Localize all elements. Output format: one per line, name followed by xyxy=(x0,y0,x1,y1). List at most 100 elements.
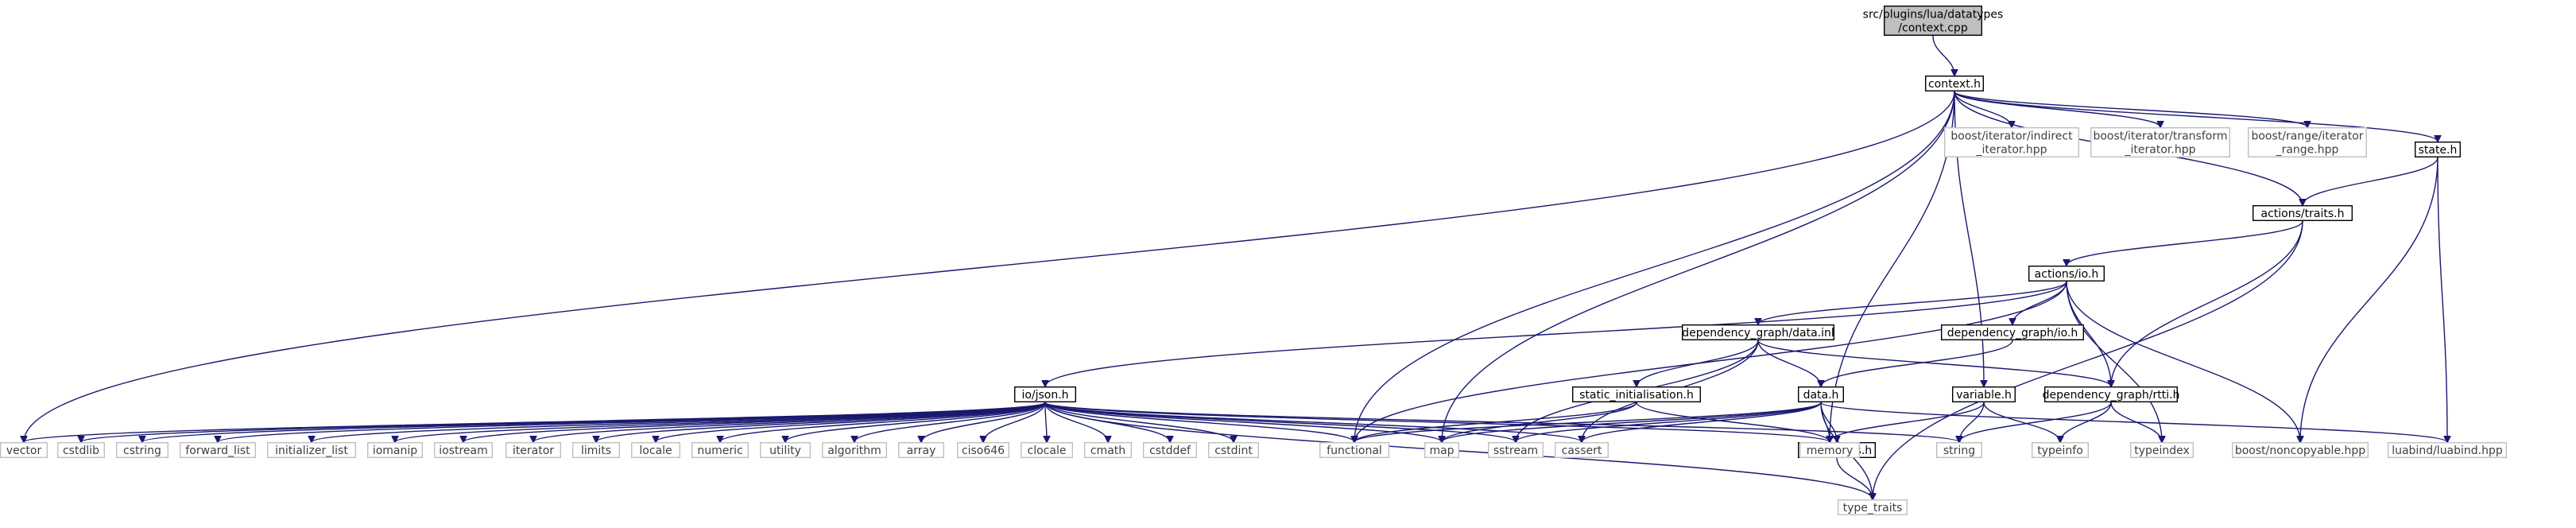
node-label: cstdlib xyxy=(63,445,99,457)
edge-actions-io-h-to-dg-data-inl xyxy=(1758,281,2067,324)
node-label: boost/iterator/indirect xyxy=(1950,130,2073,143)
node-label: static_initialisation.h xyxy=(1579,389,1694,402)
edge-io-json-h-to-numeric xyxy=(720,402,1046,442)
node-box xyxy=(2090,126,2230,157)
node-box xyxy=(2247,126,2367,157)
edge-actions-io-h-to-typeindex xyxy=(2066,281,2162,442)
node-actions-io-h[interactable]: actions/io.h xyxy=(2028,266,2105,282)
node-label: clocale xyxy=(1028,445,1067,457)
node-box xyxy=(267,442,357,459)
node-dg-rtti-h[interactable]: dependency_graph/rtti.h xyxy=(2043,386,2180,403)
node-box xyxy=(56,442,105,459)
edge-data-h-to-cassert xyxy=(1582,402,1822,442)
node-box xyxy=(1142,442,1197,459)
node-label: forward_list xyxy=(185,445,250,457)
edge-actions-io-h-to-io-json-h xyxy=(1045,281,2067,386)
node-vector: vector xyxy=(0,442,48,459)
node-ciso646: ciso646 xyxy=(956,442,1009,459)
node-box xyxy=(0,442,48,459)
edge-state-h-to-actions-traits-h xyxy=(2303,157,2438,205)
node-data-h[interactable]: data.h xyxy=(1797,386,1844,403)
node-label: cstddef xyxy=(1149,445,1191,457)
node-box xyxy=(1487,442,1544,459)
node-label: src/plugins/lua/datatypes xyxy=(1863,9,2004,21)
edge-io-json-h-to-utility xyxy=(785,402,1046,442)
node-dg-io-h[interactable]: dependency_graph/io.h xyxy=(1940,324,2084,341)
node-box xyxy=(115,442,169,459)
node-algorithm: algorithm xyxy=(821,442,887,459)
node-label: functional xyxy=(1327,445,1382,457)
edge-context-h-to-functional xyxy=(1354,91,1955,442)
node-actions-traits-h[interactable]: actions/traits.h xyxy=(2252,205,2353,222)
edge-actions-traits-h-to-actions-io-h xyxy=(2067,220,2303,266)
node-label: vector xyxy=(6,445,42,457)
node-label: memory xyxy=(1807,445,1854,457)
node-box xyxy=(1013,386,1076,403)
edge-context-h-to-iterator-range xyxy=(1954,91,2307,127)
node-cstddef: cstddef xyxy=(1142,442,1197,459)
node-label: actions/io.h xyxy=(2035,268,2099,281)
node-label: dependency_graph/rtti.h xyxy=(2043,389,2180,402)
node-noncopyable: boost/noncopyable.hpp xyxy=(2231,442,2369,459)
node-label: cstdint xyxy=(1214,445,1253,457)
node-variable-h[interactable]: variable.h xyxy=(1951,386,2016,403)
node-label: iostream xyxy=(439,445,488,457)
node-label: /context.cpp xyxy=(1898,22,1968,35)
edge-static-init-h-to-map xyxy=(1442,402,1637,442)
edge-context-cpp-to-context-h xyxy=(1932,35,1954,76)
node-label: algorithm xyxy=(827,445,881,457)
edge-io-json-h-to-functional xyxy=(1044,402,1354,442)
node-box xyxy=(506,442,562,459)
node-box xyxy=(2031,442,2089,459)
node-label: luabind/luabind.hpp xyxy=(2392,445,2503,457)
edge-io-json-h-to-clocale xyxy=(1045,402,1047,442)
node-indirect-iterator: boost/iterator/indirect_iterator.hpp xyxy=(1943,126,2079,157)
node-label: _range.hpp xyxy=(2276,144,2339,157)
edge-context-h-to-vector xyxy=(24,91,1955,442)
edge-actions-traits-h-to-type-traits xyxy=(1873,220,2303,499)
node-static-init-h[interactable]: static_initialisation.h xyxy=(1571,386,1701,403)
node-box xyxy=(179,442,256,459)
node-io-json-h[interactable]: io/json.h xyxy=(1013,386,1076,403)
node-label: iomanip xyxy=(373,445,417,457)
node-box xyxy=(2252,205,2353,222)
node-label: map xyxy=(1429,445,1454,457)
node-box xyxy=(2387,442,2507,459)
node-box xyxy=(434,442,494,459)
edge-actions-io-h-to-noncopyable xyxy=(2066,281,2300,442)
node-transform-iterator: boost/iterator/transform_iterator.hpp xyxy=(2090,126,2230,157)
edge-dg-rtti-h-to-string xyxy=(1959,402,2112,442)
node-label: cassert xyxy=(1562,445,1602,457)
edge-context-h-to-map xyxy=(1442,91,1955,442)
node-box xyxy=(1883,5,1982,36)
edge-data-h-to-luabind xyxy=(1820,402,2447,442)
node-box xyxy=(956,442,1009,459)
edge-io-json-h-to-memory xyxy=(1044,402,1830,442)
node-box xyxy=(1924,75,1984,91)
edge-variable-h-to-typeinfo xyxy=(1983,402,2060,442)
node-label: boost/noncopyable.hpp xyxy=(2235,445,2365,457)
node-box xyxy=(760,442,812,459)
node-cmath: cmath xyxy=(1083,442,1132,459)
node-label: ciso646 xyxy=(962,445,1005,457)
edge-data-h-to-map xyxy=(1442,402,1822,442)
edge-io-json-h-to-cmath xyxy=(1044,402,1108,442)
node-box xyxy=(691,442,750,459)
node-context-h[interactable]: context.h xyxy=(1924,75,1984,91)
node-sstream: sstream xyxy=(1487,442,1544,459)
node-box xyxy=(897,442,944,459)
node-array: array xyxy=(897,442,944,459)
node-label: data.h xyxy=(1803,389,1839,402)
node-dg-data-inl[interactable]: dependency_graph/data.inl xyxy=(1681,324,1834,341)
node-iomanip: iomanip xyxy=(367,442,424,459)
node-box xyxy=(1940,324,2084,341)
node-label: variable.h xyxy=(1956,389,2012,402)
node-state-h[interactable]: state.h xyxy=(2414,141,2461,157)
node-context-cpp[interactable]: src/plugins/lua/datatypes/context.cpp xyxy=(1863,5,2004,36)
node-box xyxy=(2414,141,2461,157)
node-iterator-range: boost/range/iterator_range.hpp xyxy=(2247,126,2367,157)
node-label: cmath xyxy=(1090,445,1125,457)
node-iostream: iostream xyxy=(434,442,494,459)
node-cstdint: cstdint xyxy=(1207,442,1259,459)
node-box xyxy=(572,442,621,459)
